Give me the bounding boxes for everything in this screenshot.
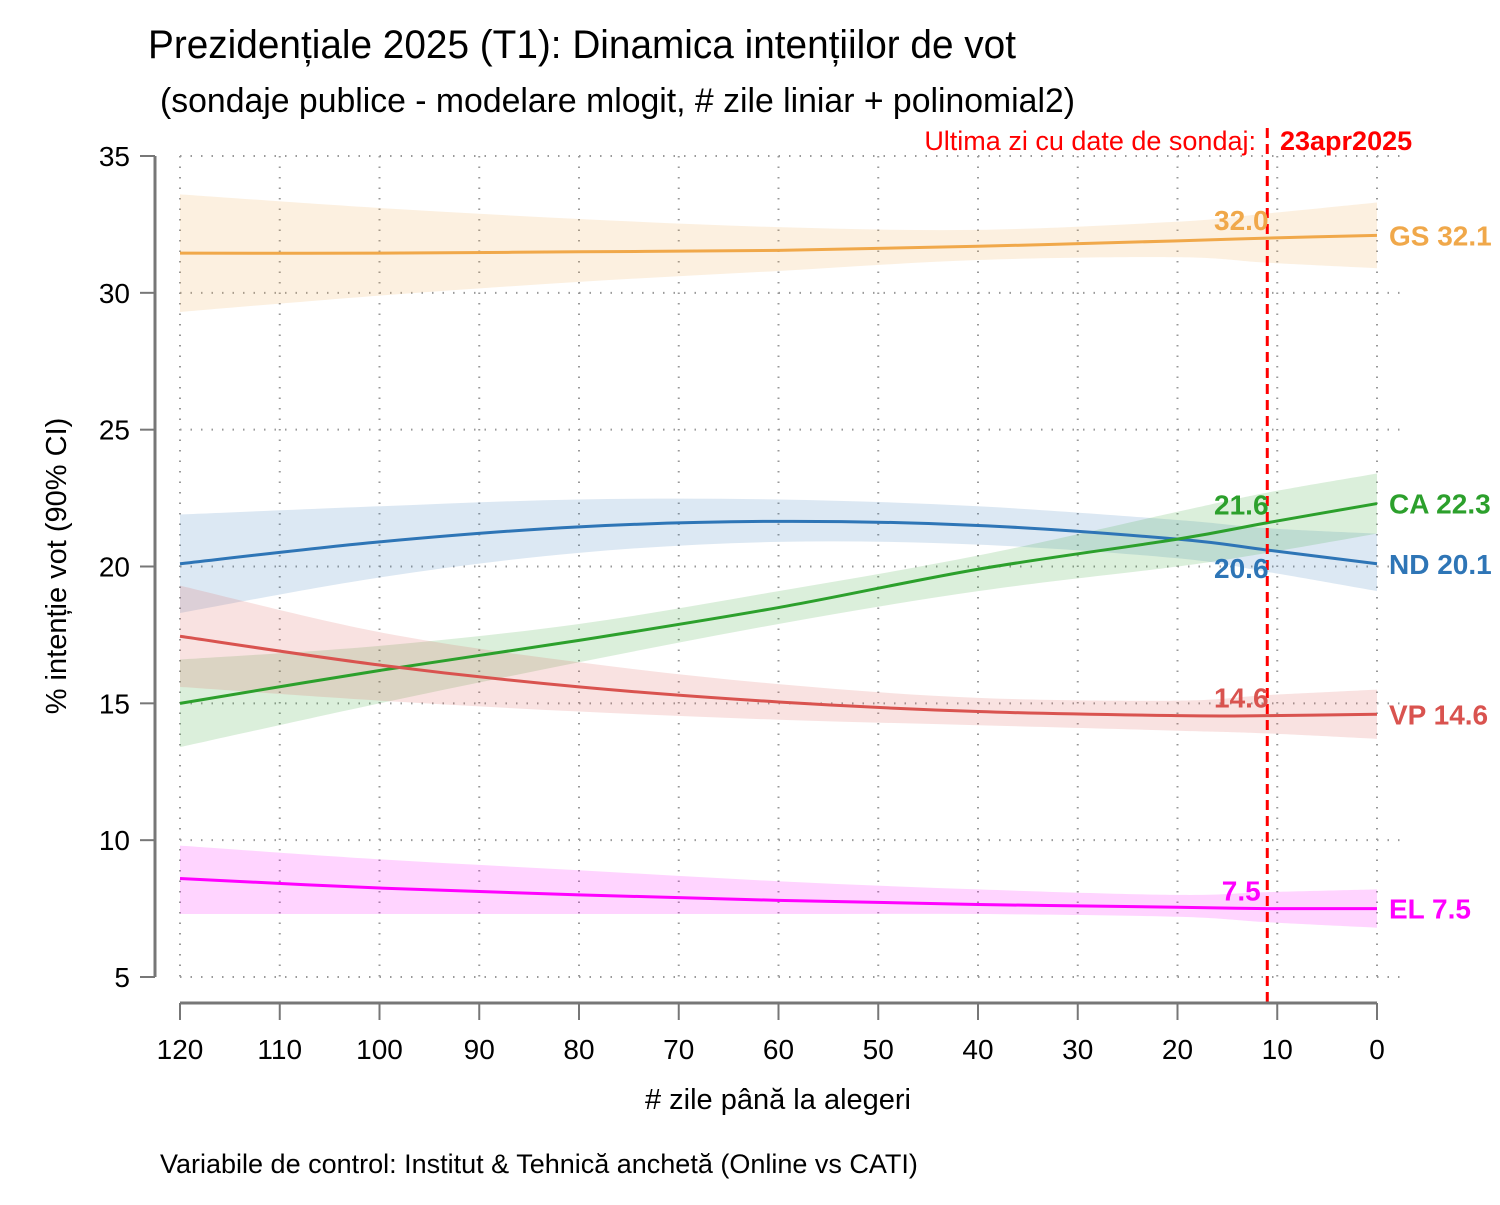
value-label-vp: 14.6 bbox=[1214, 683, 1269, 714]
x-tick-label: 0 bbox=[1369, 1034, 1385, 1065]
ci-band-nd bbox=[180, 498, 1377, 614]
ci-band-vp bbox=[180, 585, 1377, 739]
x-tick-label: 90 bbox=[464, 1034, 495, 1065]
value-label-gs: 32.0 bbox=[1214, 205, 1269, 236]
x-tick-label: 10 bbox=[1262, 1034, 1293, 1065]
y-tick-label: 35 bbox=[99, 141, 130, 172]
y-tick-label: 15 bbox=[99, 688, 130, 719]
last-poll-day-label: Ultima zi cu date de sondaj: bbox=[924, 126, 1256, 156]
x-tick-label: 110 bbox=[257, 1034, 302, 1065]
end-label-vp: VP 14.6 bbox=[1389, 699, 1488, 730]
y-tick-label: 5 bbox=[114, 962, 130, 993]
ci-band-gs bbox=[180, 194, 1377, 312]
y-axis-label: % intenție vot (90% CI) bbox=[41, 418, 73, 715]
series-line-nd bbox=[179, 519, 1378, 566]
x-tick-label: 60 bbox=[763, 1034, 794, 1065]
y-tick-label: 10 bbox=[99, 825, 130, 856]
end-label-ca: CA 22.3 bbox=[1389, 489, 1491, 520]
end-label-el: EL 7.5 bbox=[1389, 894, 1471, 925]
x-tick-label: 100 bbox=[356, 1034, 403, 1065]
x-tick-label: 70 bbox=[663, 1034, 694, 1065]
last-poll-date: 23apr2025 bbox=[1280, 126, 1412, 156]
x-tick-label: 120 bbox=[157, 1034, 204, 1065]
x-tick-label: 20 bbox=[1162, 1034, 1193, 1065]
x-axis-label: # zile până la alegeri bbox=[645, 1084, 911, 1116]
chart-title: Prezidențiale 2025 (T1): Dinamica intenț… bbox=[148, 23, 1016, 67]
series-line-el bbox=[179, 876, 1378, 911]
y-tick-label: 20 bbox=[99, 552, 130, 583]
x-tick-label: 40 bbox=[962, 1034, 993, 1065]
x-tick-label: 80 bbox=[563, 1034, 594, 1065]
value-label-el: 7.5 bbox=[1222, 876, 1261, 907]
control-variables-note: Variabile de control: Institut & Tehnică… bbox=[160, 1149, 918, 1179]
x-tick-label: 30 bbox=[1062, 1034, 1093, 1065]
end-label-nd: ND 20.1 bbox=[1389, 549, 1492, 580]
chart-subtitle: (sondaje publice - modelare mlogit, # zi… bbox=[160, 82, 1075, 120]
series-line-gs bbox=[179, 233, 1378, 255]
value-label-ca: 21.6 bbox=[1214, 490, 1269, 521]
ci-band-ca bbox=[180, 473, 1377, 748]
end-label-gs: GS 32.1 bbox=[1389, 220, 1492, 251]
y-tick-label: 30 bbox=[99, 278, 130, 309]
series-line-ca bbox=[179, 502, 1378, 705]
y-tick-label: 25 bbox=[99, 415, 130, 446]
series-line-vp bbox=[179, 634, 1378, 718]
x-tick-label: 50 bbox=[863, 1034, 894, 1065]
value-label-nd: 20.6 bbox=[1214, 553, 1269, 584]
